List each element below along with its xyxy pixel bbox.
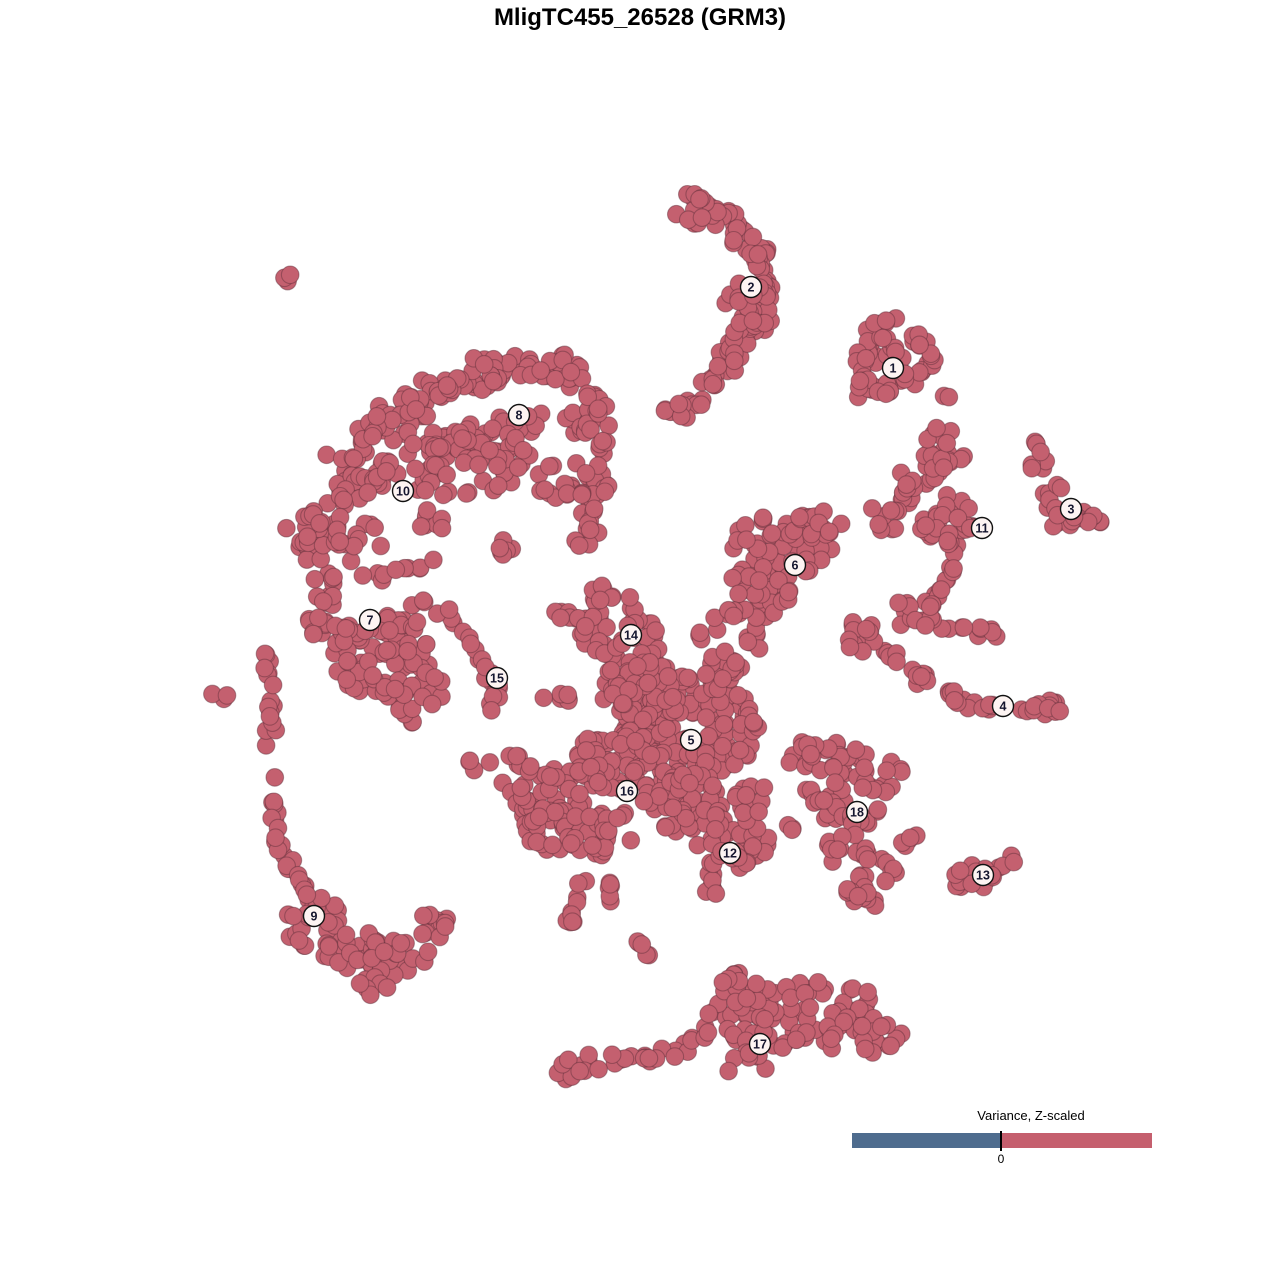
cluster-label-10: 10 xyxy=(391,479,415,503)
svg-text:1: 1 xyxy=(890,362,897,376)
svg-text:15: 15 xyxy=(490,672,504,686)
cluster-label-5: 5 xyxy=(679,728,703,752)
cluster-label-16: 16 xyxy=(615,779,639,803)
cluster-label-1: 1 xyxy=(881,356,905,380)
svg-text:10: 10 xyxy=(396,485,410,499)
svg-text:18: 18 xyxy=(850,806,864,820)
svg-text:16: 16 xyxy=(620,785,634,799)
svg-text:11: 11 xyxy=(975,522,988,536)
svg-text:7: 7 xyxy=(367,614,374,628)
svg-text:9: 9 xyxy=(311,910,318,924)
svg-text:8: 8 xyxy=(516,409,523,423)
svg-text:6: 6 xyxy=(792,559,799,573)
cluster-label-4: 4 xyxy=(991,694,1015,718)
cluster-label-6: 6 xyxy=(783,553,807,577)
plot-title: MligTC455_26528 (GRM3) xyxy=(493,4,787,31)
cluster-label-3: 3 xyxy=(1059,497,1083,521)
cluster-label-8: 8 xyxy=(507,403,531,427)
svg-text:14: 14 xyxy=(624,629,638,643)
svg-text:2: 2 xyxy=(748,281,755,295)
svg-text:12: 12 xyxy=(723,847,737,861)
svg-text:4: 4 xyxy=(1000,700,1007,714)
cluster-label-15: 15 xyxy=(485,666,509,690)
data-points xyxy=(203,184,1110,1089)
cluster-label-7: 7 xyxy=(358,608,382,632)
cluster-label-14: 14 xyxy=(619,623,643,647)
cluster-label-2: 2 xyxy=(739,275,763,299)
svg-text:3: 3 xyxy=(1068,503,1075,517)
svg-text:17: 17 xyxy=(753,1038,767,1052)
cluster-label-13: 13 xyxy=(971,863,995,887)
svg-text:5: 5 xyxy=(688,734,695,748)
cluster-label-11: 11 xyxy=(970,516,994,540)
cluster-label-17: 17 xyxy=(748,1032,772,1056)
svg-text:13: 13 xyxy=(976,869,990,883)
cluster-label-18: 18 xyxy=(845,800,869,824)
cluster-label-12: 12 xyxy=(718,841,742,865)
cluster-label-9: 9 xyxy=(302,904,326,928)
